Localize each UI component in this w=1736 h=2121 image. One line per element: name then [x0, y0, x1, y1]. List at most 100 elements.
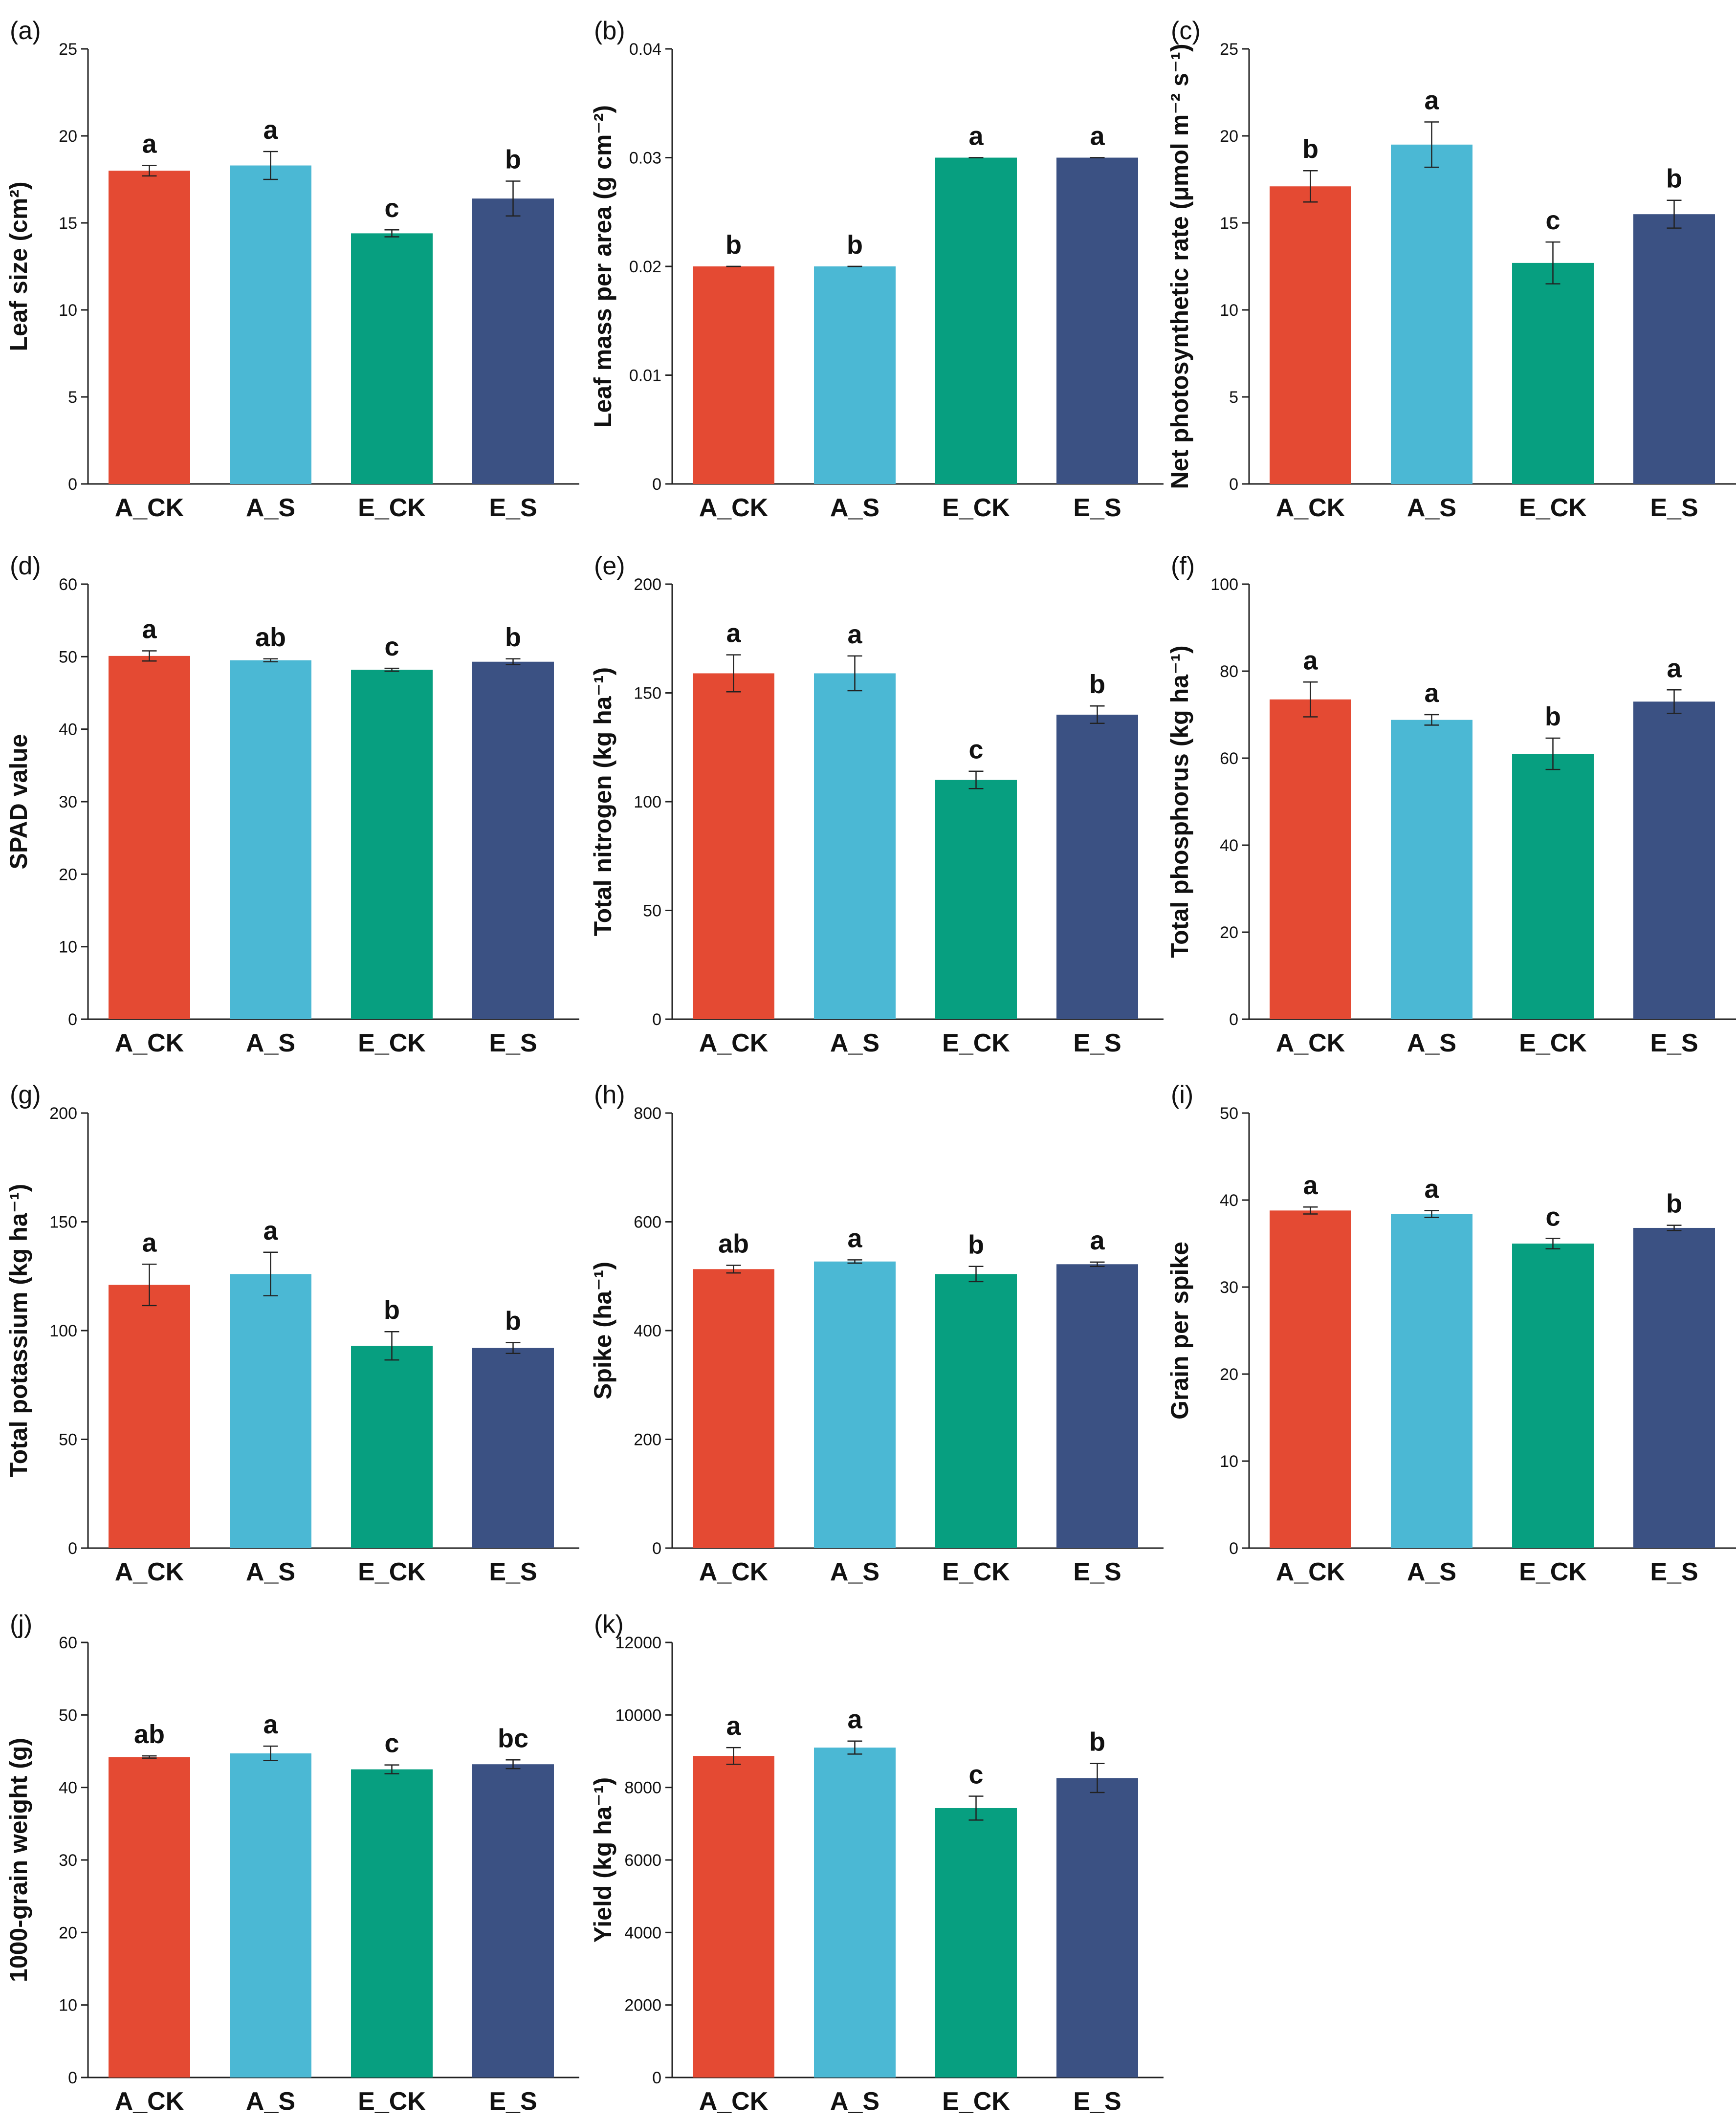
y-axis-label: Leaf mass per area (g cm⁻²) — [589, 105, 616, 428]
x-category-label: A_S — [830, 1558, 879, 1586]
significance-letter: b — [1666, 1189, 1682, 1219]
y-tick-label: 60 — [59, 575, 77, 594]
error-bar-A_CK — [142, 1264, 157, 1307]
bar-A_CK — [693, 1269, 774, 1548]
y-tick-label: 0 — [1229, 1010, 1238, 1029]
y-tick-label: 40 — [59, 721, 77, 739]
significance-letter: b — [1089, 670, 1105, 699]
y-tick-label: 0.02 — [629, 258, 661, 276]
error-bar-E_S — [505, 1342, 521, 1354]
y-tick-label: 0.03 — [629, 149, 661, 168]
y-tick-label: 25 — [59, 40, 77, 59]
significance-letter: c — [1545, 206, 1560, 235]
significance-letter: b — [1089, 1727, 1105, 1757]
y-tick-label: 400 — [634, 1322, 661, 1340]
significance-letter: b — [505, 145, 521, 175]
x-category-label: A_S — [246, 1558, 295, 1586]
bar-E_CK — [351, 670, 433, 1019]
bar-E_CK — [935, 780, 1017, 1019]
error-bar-A_CK — [1303, 1206, 1318, 1215]
error-bar-A_CK — [142, 1755, 157, 1759]
y-tick-label: 20 — [59, 127, 77, 146]
x-category-label: A_CK — [115, 1558, 184, 1586]
x-category-label: E_CK — [1519, 1558, 1587, 1586]
bar-A_CK — [1270, 1210, 1351, 1548]
panel-label: (b) — [594, 17, 625, 45]
bar-A_CK — [1270, 186, 1351, 484]
y-tick-label: 5 — [1229, 388, 1238, 407]
chart-panel-d: (d) 0 10 20 30 40 50 60 SPAD value a A_CK ab A_S c E_C… — [5, 552, 579, 1057]
y-tick-label: 8000 — [624, 1779, 661, 1797]
y-tick-label: 20 — [1220, 127, 1238, 146]
x-category-label: E_S — [1073, 1029, 1121, 1057]
y-tick-label: 50 — [1220, 1104, 1238, 1123]
y-tick-label: 10 — [1220, 1452, 1238, 1471]
error-bar-A_CK — [1303, 681, 1318, 718]
y-axis-label: Leaf size (cm²) — [5, 181, 32, 351]
y-tick-label: 200 — [634, 575, 661, 594]
error-bar-A_S — [263, 1251, 278, 1297]
significance-letter: a — [1303, 1171, 1318, 1200]
significance-letter: a — [142, 1228, 157, 1257]
error-bar-A_CK — [726, 1265, 741, 1274]
significance-letter: b — [505, 623, 521, 652]
x-category-label: E_S — [1073, 1558, 1121, 1586]
error-bar-A_S — [263, 658, 278, 662]
significance-letter: c — [384, 632, 399, 661]
significance-letter: a — [847, 1705, 862, 1734]
significance-letter: c — [968, 735, 983, 765]
bar-A_S — [814, 1261, 896, 1548]
error-bar-E_CK — [1545, 737, 1560, 770]
error-bar-E_S — [1090, 1261, 1105, 1267]
chart-panel-e: (e) 0 50 100 150 200 Total nitrogen (kg ha⁻¹) a… — [589, 552, 1164, 1057]
chart-panel-g: (g) 0 50 100 150 200 Total potassium (kg ha⁻¹)… — [5, 1081, 579, 1586]
x-category-label: A_S — [246, 1029, 295, 1057]
error-bar-E_S — [1667, 199, 1682, 229]
error-bar-A_CK — [142, 165, 157, 177]
bar-E_S — [1633, 1227, 1715, 1548]
significance-letter: a — [726, 619, 741, 648]
bar-A_CK — [109, 656, 190, 1019]
x-category-label: E_S — [1073, 2087, 1121, 2116]
y-tick-label: 100 — [49, 1322, 77, 1340]
error-bar-A_S — [1424, 714, 1439, 726]
significance-letter: a — [142, 614, 157, 644]
significance-letter: bc — [498, 1724, 528, 1753]
panel-label: (e) — [594, 552, 625, 580]
bar-A_S — [230, 165, 311, 484]
bar-E_S — [1633, 701, 1715, 1019]
panel-label: (h) — [594, 1081, 625, 1109]
y-tick-label: 60 — [1220, 749, 1238, 768]
x-category-label: A_S — [246, 2087, 295, 2116]
x-category-label: A_CK — [115, 2087, 184, 2116]
x-category-label: A_CK — [1276, 1029, 1345, 1057]
y-tick-label: 50 — [59, 1706, 77, 1725]
y-tick-label: 100 — [634, 793, 661, 811]
x-category-label: E_S — [1650, 494, 1698, 522]
y-tick-label: 15 — [59, 214, 77, 233]
x-category-label: A_CK — [699, 1558, 769, 1586]
error-bar-E_S — [505, 658, 521, 665]
y-axis-label: Spike (ha⁻¹) — [589, 1262, 616, 1399]
x-category-label: A_CK — [1276, 1558, 1345, 1586]
significance-letter: ab — [718, 1229, 749, 1259]
significance-letter: c — [968, 1760, 983, 1789]
x-category-label: E_S — [489, 2087, 537, 2116]
bar-E_CK — [1512, 1244, 1594, 1548]
y-tick-label: 50 — [59, 648, 77, 666]
significance-letter: a — [847, 620, 862, 649]
significance-letter: b — [847, 230, 863, 260]
error-bar-A_S — [1424, 121, 1439, 168]
y-tick-label: 0 — [652, 2069, 661, 2087]
x-category-label: E_CK — [942, 1558, 1010, 1586]
bar-A_S — [814, 266, 896, 484]
error-bar-E_CK — [1545, 1238, 1560, 1249]
y-tick-label: 600 — [634, 1213, 661, 1232]
bar-A_CK — [109, 171, 190, 484]
x-category-label: E_S — [489, 1029, 537, 1057]
y-axis-label: Total potassium (kg ha⁻¹) — [5, 1184, 32, 1478]
x-category-label: A_CK — [699, 2087, 769, 2116]
y-tick-label: 10 — [59, 938, 77, 957]
bar-E_CK — [935, 157, 1017, 484]
